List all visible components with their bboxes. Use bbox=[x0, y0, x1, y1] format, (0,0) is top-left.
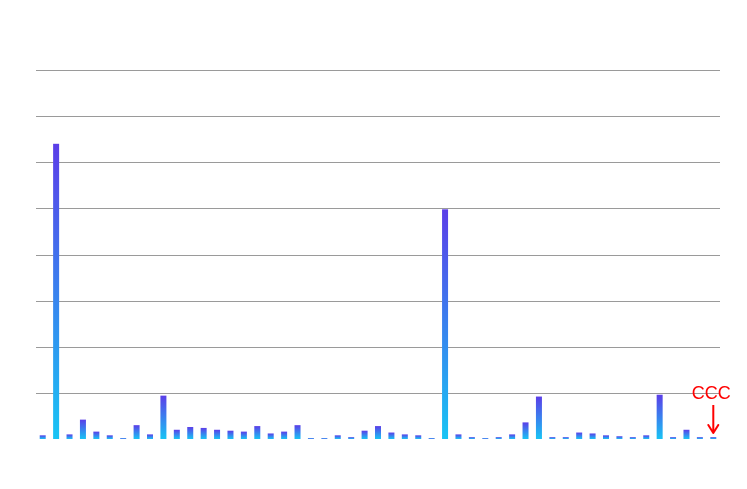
bar bbox=[120, 438, 127, 439]
bar bbox=[549, 437, 556, 439]
bar bbox=[468, 437, 475, 439]
bar bbox=[442, 209, 449, 439]
bar bbox=[495, 437, 502, 439]
bar bbox=[629, 437, 636, 439]
bar bbox=[281, 431, 288, 439]
bar bbox=[267, 433, 274, 439]
bar bbox=[254, 426, 261, 439]
bar bbox=[79, 419, 86, 439]
bar bbox=[160, 395, 167, 439]
bar bbox=[562, 437, 569, 439]
bar bbox=[535, 396, 542, 439]
bar bbox=[321, 438, 328, 439]
bar bbox=[214, 429, 221, 439]
bar bbox=[348, 437, 355, 439]
bar bbox=[173, 429, 180, 439]
annotation: CCC bbox=[692, 383, 731, 434]
bar bbox=[334, 435, 341, 439]
bar bbox=[375, 426, 381, 439]
bar bbox=[66, 434, 73, 439]
bar bbox=[187, 427, 194, 439]
bar bbox=[696, 437, 703, 439]
bar bbox=[616, 436, 623, 439]
bar bbox=[227, 430, 234, 439]
bar bbox=[455, 434, 462, 439]
bar bbox=[294, 425, 301, 439]
bar bbox=[240, 431, 247, 439]
annotation-arrow-head bbox=[707, 424, 720, 434]
bar bbox=[643, 435, 650, 439]
bar bbox=[603, 435, 609, 439]
bar bbox=[482, 438, 489, 439]
bar bbox=[656, 394, 663, 439]
bars bbox=[39, 143, 717, 440]
bar bbox=[133, 425, 140, 439]
gridlines bbox=[36, 70, 720, 394]
bar bbox=[710, 437, 717, 439]
bar bbox=[93, 431, 100, 439]
bar bbox=[589, 433, 596, 439]
bar bbox=[415, 435, 422, 439]
bar bbox=[401, 434, 408, 439]
bar bbox=[670, 437, 677, 439]
bar bbox=[39, 435, 46, 439]
bar bbox=[53, 143, 60, 440]
bar bbox=[509, 434, 516, 439]
bar bbox=[361, 430, 368, 439]
bar bbox=[683, 429, 690, 439]
bar bbox=[200, 427, 207, 439]
bar bbox=[106, 435, 113, 439]
bar bbox=[522, 422, 529, 439]
bar bbox=[307, 438, 314, 439]
bar bbox=[147, 434, 153, 439]
bar bbox=[576, 432, 583, 439]
bar bbox=[388, 432, 395, 439]
annotation-label: CCC bbox=[692, 383, 731, 403]
bar bbox=[428, 438, 435, 439]
